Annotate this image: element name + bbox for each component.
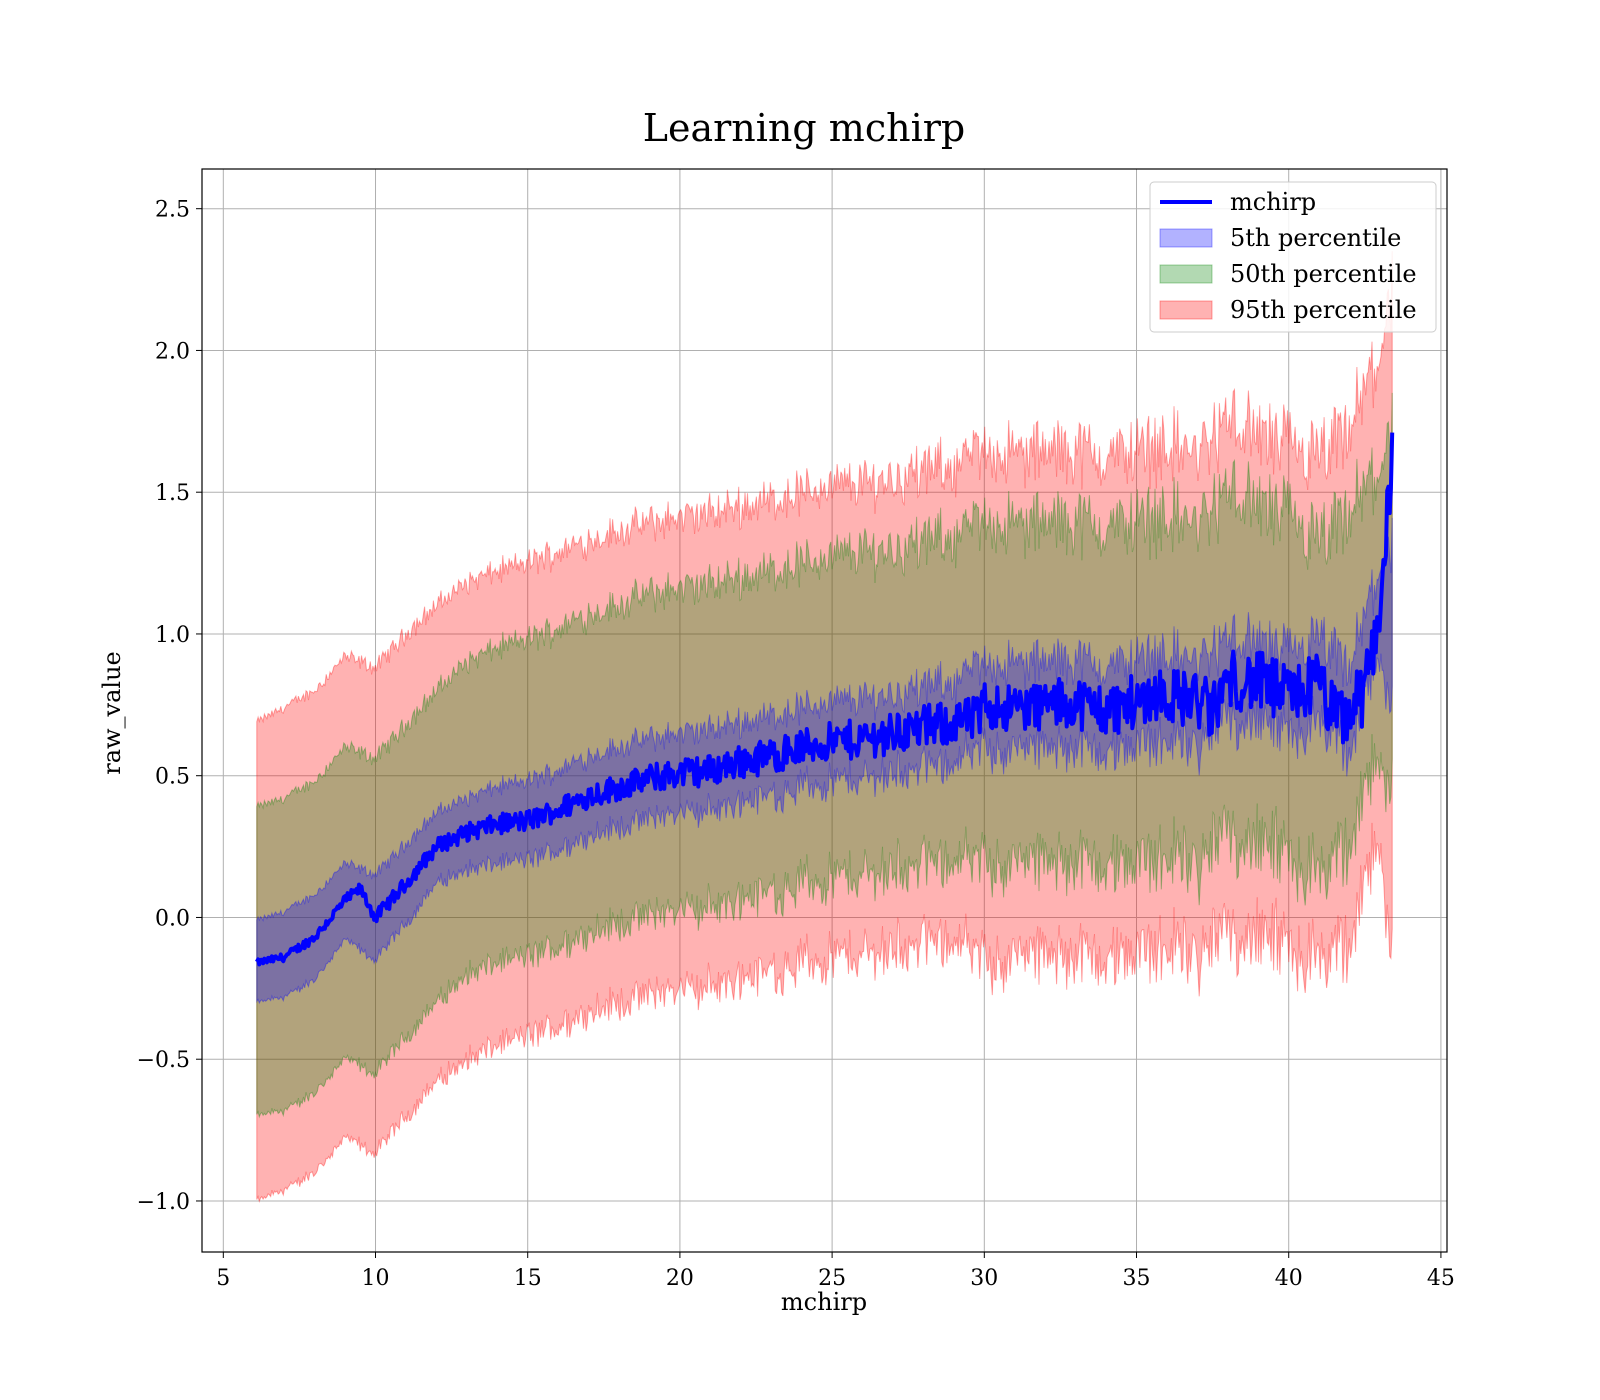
legend-label-95th-percentile: 95th percentile — [1230, 296, 1417, 324]
x-tick-label: 10 — [362, 1266, 390, 1291]
y-tick-label: 1.0 — [155, 623, 190, 648]
x-tick-label: 40 — [1275, 1266, 1303, 1291]
band-95th-percentile — [256, 251, 1393, 1203]
x-tick-label: 35 — [1123, 1266, 1151, 1291]
legend-label-5th-percentile: 5th percentile — [1230, 224, 1401, 252]
legend-label-mchirp: mchirp — [1230, 188, 1316, 216]
series-line-mchirp — [255, 432, 1395, 967]
y-tick-label: 1.5 — [155, 481, 190, 506]
plot-frame — [201, 168, 1448, 1253]
legend-box — [1149, 181, 1437, 333]
x-tick-label: 5 — [216, 1266, 230, 1291]
y-tick-label: 0.5 — [155, 765, 190, 790]
legend: mchirp 5th percentile 50th percentile 95th … — [1149, 181, 1437, 333]
y-tick-label: 2.0 — [155, 339, 190, 364]
x-tick-label: 15 — [514, 1266, 542, 1291]
y-tick-label: −0.5 — [137, 1048, 190, 1073]
y-axis-label: raw_value — [98, 651, 126, 775]
y-tick-label: 2.5 — [155, 198, 190, 223]
x-axis-label: mchirp — [781, 1288, 867, 1316]
legend-swatch-5th-percentile — [1159, 228, 1213, 248]
x-tick-label: 25 — [818, 1266, 846, 1291]
legend-label-50th-percentile: 50th percentile — [1230, 260, 1417, 288]
y-tick-label: 0.0 — [155, 906, 190, 931]
x-tick-label: 30 — [970, 1266, 998, 1291]
chart-title: Learning mchirp — [643, 106, 965, 150]
legend-swatch-95th-percentile — [1159, 300, 1213, 320]
y-tick-label: −1.0 — [137, 1190, 190, 1215]
x-tick-label: 45 — [1427, 1266, 1455, 1291]
legend-swatch-50th-percentile — [1159, 264, 1213, 284]
x-tick-label: 20 — [666, 1266, 694, 1291]
plot-area: 5 10 15 20 25 30 35 40 45 −1.0 −0.5 0.0 0.5 1.0 1.5 2.0… — [137, 168, 1455, 1291]
